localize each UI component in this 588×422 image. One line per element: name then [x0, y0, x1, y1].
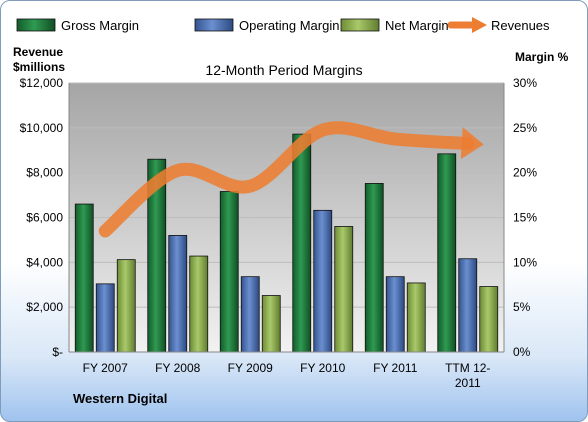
legend-arrow-revenues: [472, 17, 487, 33]
bar-gross-margin-4: [364, 183, 384, 353]
right-axis-label: Margin %: [515, 50, 569, 64]
legend-label-operating-margin: Operating Margin: [239, 18, 339, 33]
right-tick-label-0: 0%: [513, 345, 531, 359]
right-tick-label-1: 5%: [513, 300, 531, 314]
legend: Gross Margin Operating Margin Net Margin Re…: [16, 17, 550, 33]
bar-operating-margin-3: [313, 209, 333, 353]
bar-net-margin-2: [261, 295, 281, 353]
legend-swatch-gross-margin: [16, 18, 56, 32]
revenue-line: [98, 121, 475, 238]
left-axis-label-1: $millions: [13, 60, 65, 74]
bar-net-margin-4: [406, 282, 426, 353]
legend-swatch-operating-margin: [194, 18, 234, 32]
right-tick-label-5: 25%: [513, 121, 537, 135]
bar-net-margin-0: [116, 259, 136, 353]
bar-net-margin-5: [479, 286, 499, 353]
left-tick-label-0: $-: [52, 345, 63, 359]
chart-title: 12-Month Period Margins: [205, 62, 362, 78]
bar-gross-margin-0: [74, 203, 94, 353]
plot-area: [69, 82, 504, 353]
legend-label-net-margin: Net Margin: [385, 18, 449, 33]
revenue-arrowhead: [460, 127, 484, 160]
category-label-3: FY 2010: [300, 361, 345, 375]
category-label-5-0: TTM 12-: [445, 361, 490, 375]
bar-net-margin-3: [334, 226, 354, 353]
category-label-4: FY 2011: [373, 361, 418, 375]
left-tick-label-6: $12,000: [20, 76, 64, 90]
bar-operating-margin-0: [95, 283, 115, 353]
legend-label-gross-margin: Gross Margin: [61, 18, 139, 33]
bar-gross-margin-2: [219, 191, 239, 353]
right-tick-label-2: 10%: [513, 255, 537, 269]
legend-label-revenues: Revenues: [491, 18, 550, 33]
bar-operating-margin-1: [168, 235, 188, 353]
left-tick-label-4: $8,000: [26, 166, 63, 180]
company-label: Western Digital: [73, 391, 167, 406]
bar-gross-margin-3: [292, 133, 312, 353]
left-tick-label-1: $2,000: [26, 300, 63, 314]
bar-operating-margin-4: [385, 276, 405, 353]
bar-gross-margin-5: [437, 153, 457, 353]
category-label-0: FY 2007: [83, 361, 128, 375]
category-label-5-1: 2011: [455, 376, 481, 390]
left-tick-label-3: $6,000: [26, 211, 63, 225]
bar-operating-margin-2: [240, 276, 260, 353]
axes: $- $2,000 $4,000 $6,000 $8,000 $10,000 $12,000…: [13, 45, 569, 406]
right-tick-label-4: 20%: [513, 166, 537, 180]
left-tick-label-2: $4,000: [26, 255, 63, 269]
bar-operating-margin-5: [458, 258, 478, 353]
left-tick-label-5: $10,000: [20, 121, 64, 135]
category-label-1: FY 2008: [155, 361, 200, 375]
legend-swatch-net-margin: [340, 18, 380, 32]
bar-net-margin-1: [189, 255, 209, 353]
left-axis-label-0: Revenue: [13, 45, 63, 59]
right-tick-label-6: 30%: [513, 76, 537, 90]
category-label-2: FY 2009: [228, 361, 273, 375]
right-tick-label-3: 15%: [513, 211, 537, 225]
